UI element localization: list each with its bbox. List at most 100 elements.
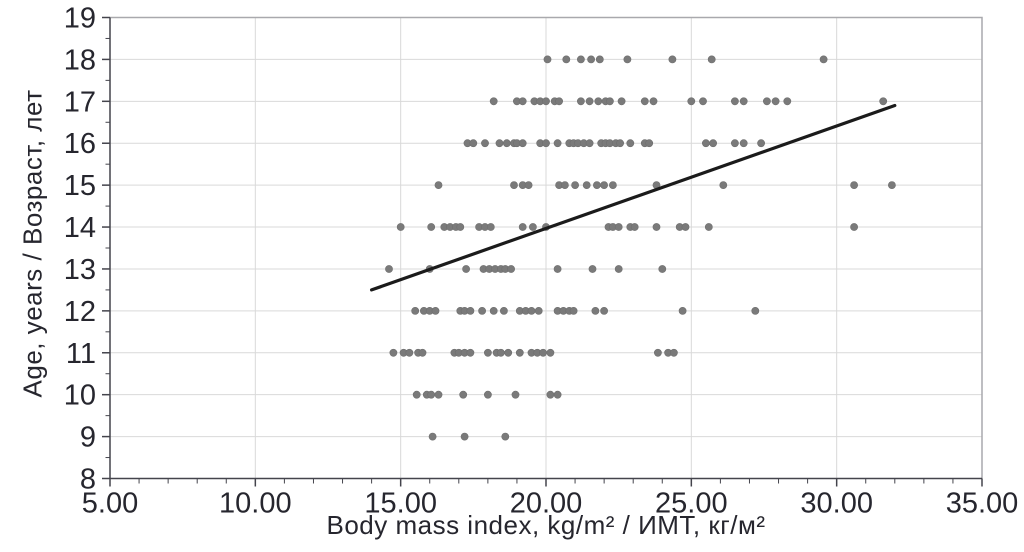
data-point	[396, 223, 405, 231]
data-point	[654, 348, 662, 357]
data-point	[614, 223, 623, 231]
data-point	[529, 223, 537, 231]
data-point	[739, 97, 748, 106]
data-point	[731, 139, 739, 148]
data-point	[495, 139, 504, 148]
data-point	[478, 306, 486, 315]
data-point	[687, 97, 696, 106]
data-point	[469, 139, 478, 148]
data-point	[511, 390, 520, 399]
data-point	[668, 55, 677, 64]
data-point	[577, 97, 585, 106]
data-point	[553, 390, 562, 399]
data-point	[412, 390, 421, 399]
data-point	[389, 348, 398, 357]
y-tick-label: 11	[66, 338, 96, 370]
trend-line-segment	[370, 103, 897, 292]
data-point	[600, 181, 608, 189]
data-point	[496, 348, 505, 357]
data-point	[553, 139, 562, 148]
data-point	[543, 55, 552, 64]
y-tick-label: 12	[64, 296, 96, 328]
data-point	[640, 97, 649, 106]
data-point	[427, 390, 436, 399]
data-point	[614, 265, 623, 273]
y-tick-label: 16	[64, 128, 96, 160]
data-point	[630, 223, 639, 231]
data-point	[553, 265, 562, 273]
data-point	[626, 139, 635, 148]
data-point	[515, 348, 524, 357]
data-point	[562, 55, 571, 64]
x-axis-title: Body mass index, kg/m² / ИМТ, кг/м²	[326, 510, 766, 540]
data-point	[434, 181, 443, 189]
y-tick-label: 19	[64, 3, 96, 35]
data-point	[819, 55, 828, 64]
data-point	[489, 97, 498, 106]
data-point	[771, 97, 780, 106]
gridlines	[110, 17, 982, 479]
x-tick-label: 25.00	[655, 488, 728, 520]
y-tick-label: 10	[64, 380, 96, 412]
data-point	[524, 181, 533, 189]
data-point	[501, 432, 510, 441]
data-point	[534, 306, 543, 315]
y-tick-label: 13	[64, 254, 96, 286]
data-point	[418, 348, 427, 357]
data-point	[502, 139, 511, 148]
data-point	[678, 306, 687, 315]
data-point	[850, 181, 858, 189]
data-point	[542, 97, 550, 106]
data-point	[850, 223, 858, 231]
tick-labels: 5.00 10.00 15.00 20.00 25.00 30.00 35.00 8 9 10 11…	[64, 3, 1019, 520]
data-point	[462, 265, 470, 273]
data-point	[527, 306, 536, 315]
border-top-right	[110, 16, 983, 479]
data-point	[428, 432, 437, 441]
y-axis-title: Age, years / Возраст, лет	[17, 89, 48, 398]
data-point	[483, 390, 492, 399]
data-point	[459, 390, 468, 399]
data-point	[486, 223, 495, 231]
data-point	[587, 55, 595, 64]
data-point	[719, 181, 728, 189]
x-tick-label: 5.00	[82, 488, 138, 520]
data-point	[539, 348, 547, 357]
data-point	[456, 223, 465, 231]
data-point	[569, 306, 578, 315]
data-point	[751, 306, 760, 315]
data-point	[763, 97, 771, 106]
y-tick-label: 17	[64, 86, 96, 118]
data-point	[483, 348, 492, 357]
data-point	[609, 181, 617, 189]
data-point	[731, 97, 739, 106]
data-point	[518, 223, 527, 231]
data-point	[702, 139, 710, 148]
data-point	[888, 181, 896, 189]
data-point	[670, 348, 678, 357]
data-point	[542, 139, 550, 148]
data-point	[385, 265, 393, 273]
data-point	[645, 139, 654, 148]
data-point	[595, 55, 604, 64]
data-point	[585, 139, 594, 148]
x-tick-label: 30.00	[800, 488, 873, 520]
data-point	[499, 306, 508, 315]
data-point	[507, 265, 515, 273]
data-point	[571, 181, 579, 189]
x-tick-label: 35.00	[946, 488, 1019, 520]
data-point	[510, 181, 518, 189]
y-tick-label: 14	[64, 212, 96, 244]
data-point	[623, 55, 632, 64]
data-point	[879, 97, 888, 106]
data-point	[577, 55, 585, 64]
data-point	[466, 348, 475, 357]
data-point	[699, 97, 707, 106]
data-point	[518, 139, 527, 148]
data-point	[466, 306, 475, 315]
data-point	[518, 97, 527, 106]
data-point	[546, 390, 555, 399]
data-point	[616, 139, 624, 148]
